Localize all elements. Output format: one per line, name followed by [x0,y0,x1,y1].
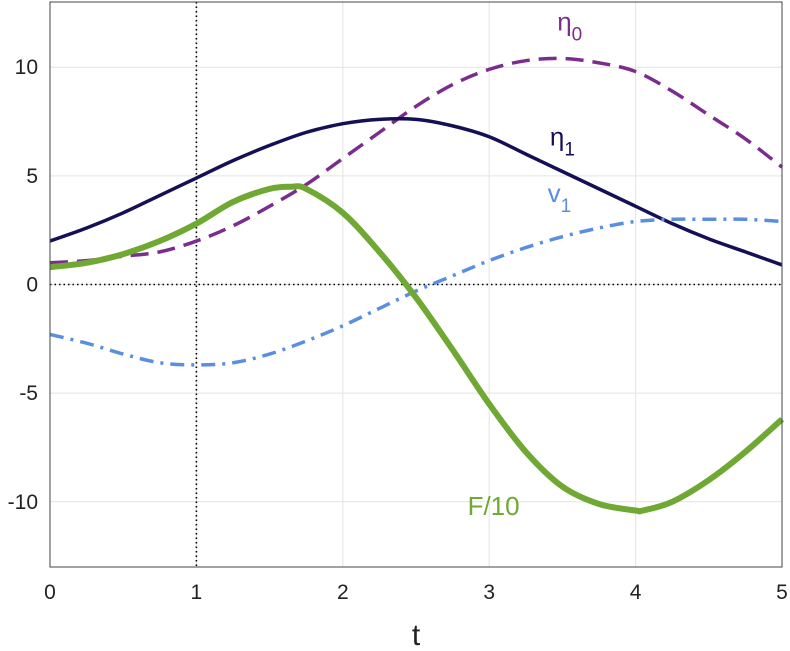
reference-lines [50,2,782,567]
y-tick-label: -5 [19,382,38,405]
series-label-1: η1 [550,121,575,160]
x-tick-label: 5 [776,581,788,604]
series-label-sub: 0 [572,24,583,45]
y-tick-label: 0 [26,274,38,297]
y-tick-label: 10 [15,56,38,79]
plot-frame [49,1,783,568]
series-lines [49,56,784,515]
series-label-2: v1 [548,178,572,217]
series-label-sub: 1 [564,139,575,160]
series-label-sub: 1 [561,196,572,217]
x-tick-label: 2 [337,581,349,604]
x-tick-label: 3 [483,581,495,604]
y-tick-label: -10 [8,491,38,514]
x-tick-label: 4 [630,581,642,604]
x-tick-label: 0 [44,581,56,604]
x-axis-label: t [412,619,421,651]
series-label-0: η0 [557,6,582,45]
series-label-3: F/10 [468,491,520,521]
tick-labels: 0 1 2 3 4 5 -10 -5 0 5 10 [8,56,788,604]
series-label-main: v [548,178,561,208]
series-label-main: η [550,121,564,151]
series-line-3 [49,183,784,515]
y-tick-label: 5 [26,165,38,188]
series-label-main: F/10 [468,491,520,521]
series-label-main: η [557,6,571,36]
series-line-0 [49,56,784,265]
x-tick-label: 1 [191,581,203,604]
series-line-2 [49,217,783,367]
